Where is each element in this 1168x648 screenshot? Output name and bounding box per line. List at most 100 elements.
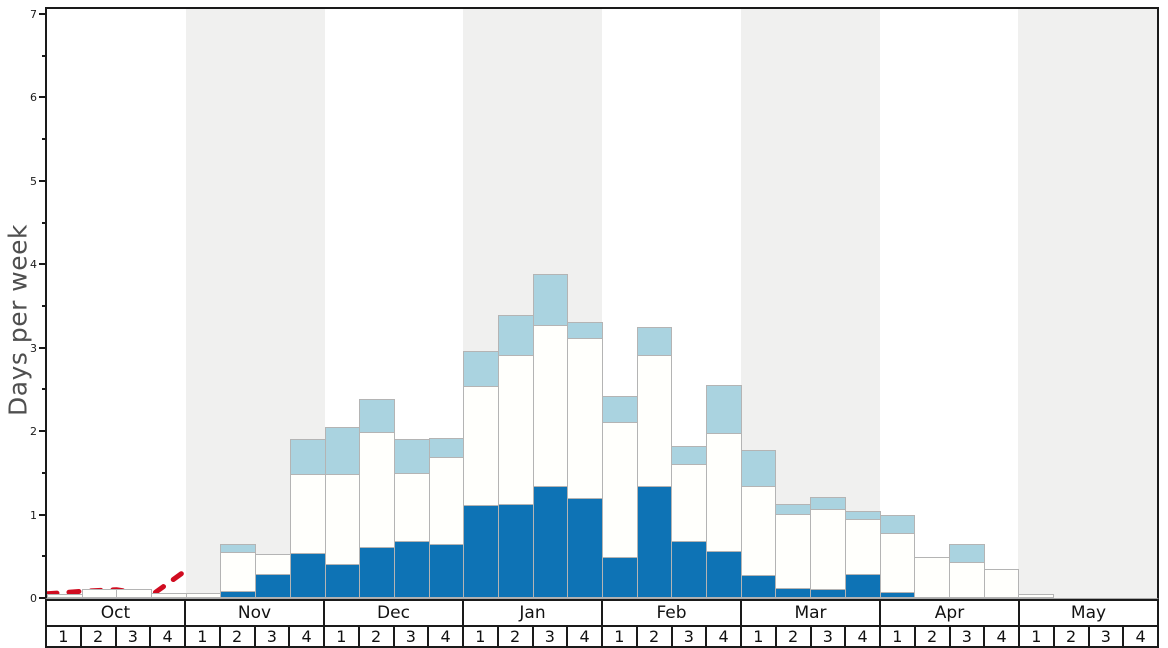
- bar-stack-Feb-3: [671, 9, 708, 598]
- bar-segment-dark: [740, 575, 777, 598]
- bar-segment-dark: [359, 546, 395, 598]
- bar-stack-Oct-4: [151, 9, 187, 598]
- bar-segment-white: [393, 472, 430, 543]
- week-cell: 3: [1090, 627, 1125, 646]
- y-tick-label: 2: [30, 425, 37, 439]
- bar-segment-light: [497, 315, 534, 357]
- bar-stack-Nov-2: [220, 9, 257, 598]
- bar-segment-white: [671, 464, 708, 543]
- bar-segment-light: [324, 426, 361, 476]
- bar-stack-Jan-1: [463, 9, 499, 598]
- bar-stack-Nov-1: [185, 9, 222, 598]
- bar-segment-white: [359, 431, 395, 548]
- y-major-tick: [39, 513, 47, 516]
- bar-segment-light: [844, 511, 881, 520]
- y-tick-label: 5: [30, 174, 37, 188]
- week-cell: 4: [568, 627, 603, 646]
- y-major-tick: [39, 12, 47, 15]
- bar-segment-light: [810, 496, 846, 511]
- week-cell: 3: [534, 627, 569, 646]
- bar-segment-light: [463, 350, 499, 387]
- y-tick-label: 4: [30, 258, 37, 272]
- week-cell: 3: [673, 627, 708, 646]
- bar-segment-white: [532, 325, 569, 488]
- bar-segment-white: [116, 588, 153, 598]
- bar-segment-dark: [636, 486, 673, 598]
- bar-segment-light: [706, 385, 742, 434]
- bar-stack-Mar-4: [844, 9, 881, 598]
- bar-segment-dark: [671, 541, 708, 598]
- bar-segment-light: [671, 446, 708, 466]
- bar-segment-dark: [567, 497, 603, 598]
- bar-stack-Nov-3: [255, 9, 291, 598]
- bar-segment-white: [289, 474, 326, 554]
- bar-segment-white: [1018, 593, 1054, 598]
- week-cell: 3: [117, 627, 152, 646]
- bar-stack-Dec-2: [359, 9, 395, 598]
- y-major-tick: [39, 597, 47, 599]
- week-cell: 4: [1135, 627, 1146, 646]
- bar-stack-Oct-3: [116, 9, 153, 598]
- week-cell: 3: [812, 627, 847, 646]
- bar-segment-dark: [532, 486, 569, 598]
- bar-segment-white: [81, 588, 118, 598]
- week-cell: 4: [290, 627, 325, 646]
- month-cell-jan: Jan: [464, 601, 603, 625]
- bar-stack-Oct-1: [47, 9, 83, 598]
- bar-segment-white: [740, 486, 777, 577]
- week-cell: 2: [638, 627, 673, 646]
- week-cell: 4: [429, 627, 464, 646]
- bar-segment-white: [255, 553, 291, 575]
- bar-segment-white: [463, 385, 499, 507]
- y-tick-label: 7: [30, 7, 37, 21]
- bar-segment-dark: [393, 541, 430, 598]
- week-cell: 1: [47, 627, 82, 646]
- week-cell: 4: [151, 627, 186, 646]
- bar-segment-white: [636, 355, 673, 488]
- month-cell-apr: Apr: [881, 601, 1020, 625]
- bar-stack-Jan-3: [532, 9, 569, 598]
- bar-segment-light: [393, 438, 430, 474]
- bar-segment-white: [983, 568, 1020, 598]
- bar-segment-white: [324, 474, 361, 565]
- week-cell: 1: [742, 627, 777, 646]
- bar-segment-light: [220, 543, 257, 553]
- bar-stack-Mar-2: [775, 9, 812, 598]
- month-cell-may: May: [1070, 603, 1107, 623]
- bar-stack-Feb-2: [636, 9, 673, 598]
- bar-stack-Dec-4: [428, 9, 465, 598]
- bar-stack-Nov-4: [289, 9, 326, 598]
- week-cell: 2: [360, 627, 395, 646]
- bar-segment-dark: [289, 552, 326, 598]
- bar-stack-Feb-1: [602, 9, 638, 598]
- bar-segment-light: [428, 437, 465, 458]
- bar-segment-light: [359, 399, 395, 433]
- bar-segment-light: [740, 450, 777, 488]
- bar-stack-Apr-1: [879, 9, 916, 598]
- month-cell-dec: Dec: [325, 601, 464, 625]
- y-tick-label: 6: [30, 91, 37, 105]
- bar-segment-light: [948, 543, 985, 563]
- bar-segment-light: [567, 321, 603, 339]
- week-cell: 1: [186, 627, 221, 646]
- y-minor-tick: [42, 471, 47, 474]
- bar-segment-dark: [220, 591, 257, 598]
- month-cell-oct: Oct: [47, 601, 186, 625]
- y-major-tick: [39, 263, 47, 266]
- bar-segment-dark: [775, 587, 812, 598]
- bar-segment-white: [567, 337, 603, 499]
- bar-segment-light: [636, 326, 673, 357]
- bar-segment-white: [706, 432, 742, 553]
- week-cell: 2: [777, 627, 812, 646]
- bar-stack-Jan-2: [497, 9, 534, 598]
- week-cell: 4: [985, 627, 1020, 646]
- bar-stack-Jan-4: [567, 9, 603, 598]
- y-tick-label: 1: [30, 508, 37, 522]
- bar-segment-light: [602, 395, 638, 423]
- bar-segment-white: [185, 592, 222, 598]
- bar-stack-May-1: [1018, 9, 1054, 598]
- y-minor-tick: [42, 221, 47, 224]
- y-major-tick: [39, 430, 47, 433]
